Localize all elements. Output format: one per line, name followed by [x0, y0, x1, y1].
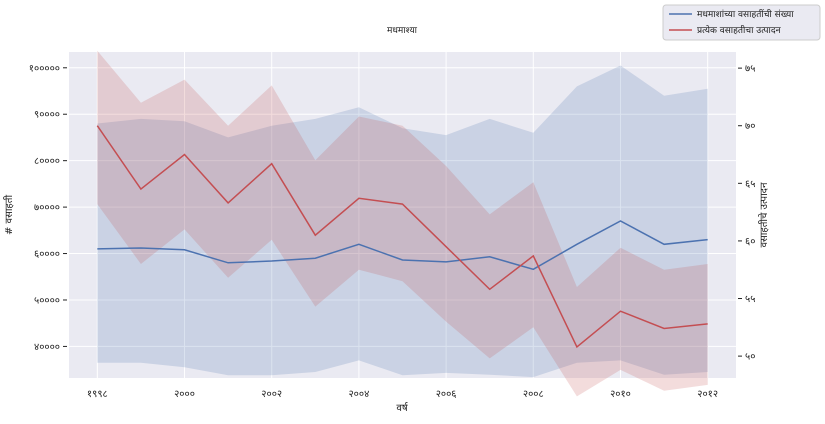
left-tick-label: ६००००	[34, 249, 60, 260]
confidence-band-yield	[97, 50, 708, 397]
legend-box	[662, 4, 821, 41]
series-line-yield	[96, 125, 708, 349]
confidence-band-colonies	[97, 65, 708, 378]
series-line-colonies	[97, 220, 708, 271]
x-tick-label: २००८	[523, 389, 544, 400]
x-tick-label: २०००	[174, 389, 195, 400]
series-lines	[96, 125, 708, 349]
x-tick-label: २००६	[436, 389, 457, 400]
x-tick-label: २०१२	[697, 389, 718, 400]
chart-title: मधमाश्या	[387, 26, 418, 36]
plot-background	[69, 52, 736, 378]
right-tick-label: ६५	[745, 179, 755, 190]
left-tick-label: ५००००	[34, 295, 60, 306]
confidence-bands	[97, 50, 708, 397]
grid-lines	[69, 52, 736, 378]
x-axis-label: वर्ष	[396, 402, 408, 414]
left-tick-label: ७००००	[34, 203, 60, 214]
right-tick-label: ७०	[745, 121, 755, 132]
left-tick-label: ९००००	[34, 110, 60, 121]
left-axis-label: # वसाहती	[3, 195, 15, 235]
left-axis-ticks: ४०००० ५०००० ६०००० ७०००० ८०००० ९०००० १०००००	[29, 63, 67, 353]
right-tick-label: ५०	[745, 352, 755, 363]
legend-label-colonies: मधमाशांच्या वसाहतींची संख्या	[697, 8, 794, 20]
right-axis-ticks: ५० ५५ ६० ६५ ७० ७५	[738, 64, 755, 363]
right-tick-label: ७५	[745, 64, 755, 75]
x-tick-label: २००४	[348, 389, 369, 400]
right-tick-label: ६०	[745, 236, 755, 247]
x-axis-ticks: १९९८ २००० २००२ २००४ २००६ २००८ २०१० २०१२	[87, 389, 718, 400]
left-tick-label: ४००००	[34, 342, 60, 353]
legend: मधमाशांच्या वसाहतींची संख्या प्रत्येक वस…	[662, 4, 821, 41]
x-tick-label: १९९८	[87, 389, 108, 400]
x-tick-label: २००२	[261, 389, 282, 400]
left-tick-label: १०००००	[29, 63, 60, 74]
x-tick-label: २०१०	[610, 389, 631, 400]
left-tick-label: ८००००	[34, 156, 60, 167]
right-tick-label: ५५	[745, 294, 755, 305]
right-axis-label: वसाहतीचे उत्पादन	[758, 182, 770, 247]
legend-label-yield: प्रत्येक वसाहतीचा उत्पादन	[697, 24, 782, 36]
